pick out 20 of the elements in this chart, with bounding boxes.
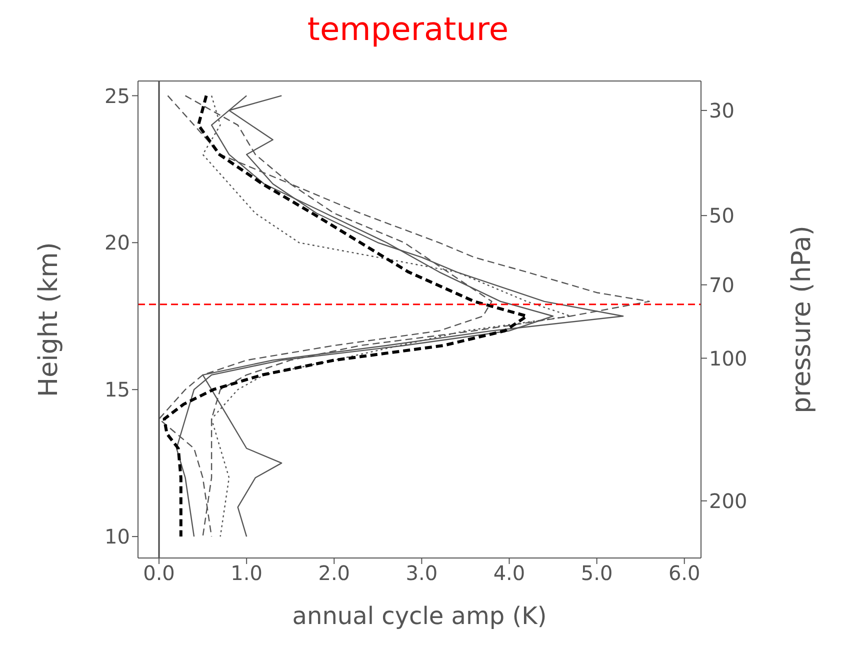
x-axis-title: annual cycle amp (K) (292, 602, 547, 630)
x-tick-label: 0.0 (143, 561, 175, 586)
x-tick-label: 4.0 (493, 561, 526, 586)
y2-tick-label: 30 (709, 98, 734, 123)
y2-tick-label: 50 (709, 204, 734, 228)
y2-tick-label: 70 (709, 272, 734, 297)
y-tick-label: 10 (104, 524, 130, 549)
x-tick-label: 2.0 (318, 561, 350, 586)
x-tick-label: 5.0 (580, 561, 613, 586)
y-tick-label: 20 (104, 230, 130, 255)
y2-tick-label: 200 (709, 488, 748, 513)
y2-tick-label: 100 (709, 346, 748, 370)
chart-title: temperature (306, 10, 510, 48)
x-tick-label: 3.0 (406, 561, 438, 586)
y-tick-label: 25 (104, 84, 130, 108)
y2-axis-title: pressure (hPa) (787, 226, 818, 414)
y-tick-label: 15 (104, 378, 130, 402)
x-tick-label: 1.0 (230, 561, 262, 586)
x-tick-label: 6.0 (668, 561, 700, 586)
y-axis-title: Height (km) (34, 242, 64, 397)
